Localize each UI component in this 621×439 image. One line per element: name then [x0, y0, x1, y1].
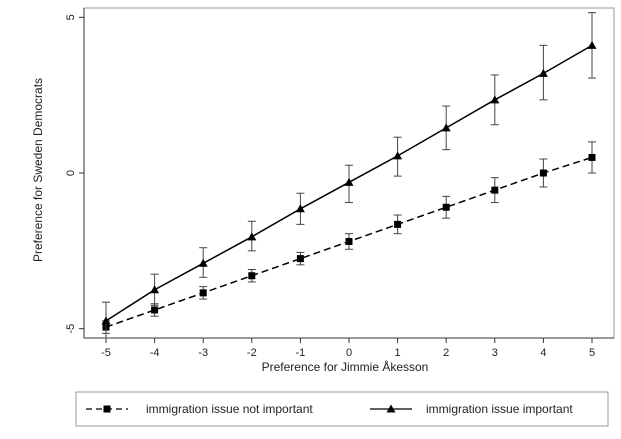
- data-point: [295, 204, 305, 213]
- legend-label-series-2: immigration issue important: [426, 402, 573, 416]
- data-point: [199, 289, 207, 297]
- data-point: [248, 272, 256, 280]
- data-point: [588, 153, 596, 161]
- x-tick-label: 3: [492, 347, 498, 359]
- x-tick-label: 4: [540, 347, 546, 359]
- legend-marker-square: [103, 405, 111, 413]
- data-point: [151, 306, 159, 314]
- x-axis-title: Preference for Jimmie Åkesson: [262, 359, 429, 374]
- y-tick-label: 0: [65, 170, 77, 176]
- data-point: [442, 203, 450, 211]
- x-tick-label: -1: [296, 347, 306, 359]
- data-point: [101, 316, 111, 325]
- y-tick-label: -5: [65, 324, 77, 334]
- data-point: [296, 255, 304, 263]
- x-tick-label: 0: [346, 347, 352, 359]
- data-point: [247, 232, 257, 241]
- x-axis-ticks: -5 -4 -3 -2 -1 0 1 2 3 4 5: [101, 338, 595, 359]
- data-point: [394, 220, 402, 228]
- series-layer: [101, 12, 597, 339]
- legend-marker-triangle: [386, 404, 396, 413]
- data-point: [491, 186, 499, 194]
- data-point: [441, 123, 451, 132]
- legend-label-series-1: immigration issue not important: [146, 402, 313, 416]
- data-point: [587, 40, 597, 49]
- data-point: [538, 68, 548, 77]
- x-tick-label: -4: [150, 347, 160, 359]
- legend-box: [75, 391, 609, 427]
- data-point: [490, 95, 500, 104]
- data-point: [198, 258, 208, 267]
- x-tick-label: -3: [198, 347, 208, 359]
- series-1: [102, 141, 596, 334]
- data-point: [150, 285, 160, 294]
- series-2: [101, 12, 597, 339]
- y-tick-label: 5: [65, 14, 77, 20]
- y-axis-title: Preference for Sweden Democrats: [31, 78, 45, 262]
- data-point: [539, 169, 547, 177]
- data-point: [344, 177, 354, 186]
- legend: immigration issue not important immigrat…: [75, 391, 609, 427]
- x-tick-label: 5: [589, 347, 595, 359]
- x-tick-label: 1: [395, 347, 401, 359]
- data-point: [393, 151, 403, 160]
- x-tick-label: -2: [247, 347, 257, 359]
- y-axis-ticks: -5 0 5: [65, 14, 84, 334]
- x-tick-label: 2: [443, 347, 449, 359]
- data-point: [345, 237, 353, 245]
- x-tick-label: -5: [101, 347, 111, 359]
